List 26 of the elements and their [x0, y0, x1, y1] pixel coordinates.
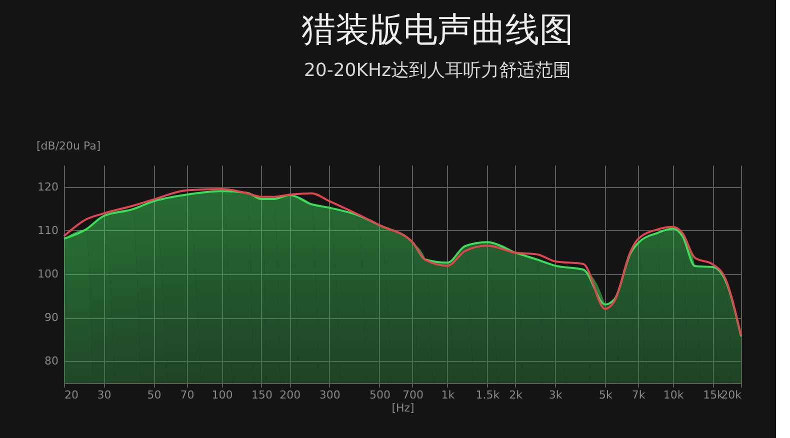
y-tick-label: 100	[38, 268, 58, 280]
y-tick-label: 110	[38, 224, 58, 237]
x-tick-label: 150	[251, 388, 272, 402]
x-tick-label: 200	[280, 388, 301, 402]
x-tick-label: 50	[147, 388, 162, 402]
chart-title: 猎装版电声曲线图	[302, 10, 574, 50]
x-tick-label: 500	[369, 388, 390, 402]
y-axis-title: [dB/20u Pa]	[36, 140, 101, 152]
x-tick-label: 1.5k	[476, 388, 500, 402]
x-tick-label: 30	[97, 388, 112, 402]
x-tick-label: 3k	[548, 388, 563, 402]
x-axis-title: [Hz]	[392, 402, 414, 414]
x-tick-label: 70	[180, 388, 194, 402]
x-tick-label: 10k	[663, 388, 684, 402]
x-tick-label: 7k	[632, 388, 646, 402]
y-tick-label: 120	[38, 180, 58, 194]
x-tick-label: 2k	[509, 388, 524, 402]
x-tick-label: 100	[212, 388, 233, 402]
x-tick-label: 700	[402, 388, 424, 402]
y-tick-label: 90	[44, 311, 58, 324]
x-tick-label: 5k	[598, 388, 613, 402]
y-tick-label: 80	[44, 354, 58, 368]
chart-subtitle: 20-20KHz达到人耳听力舒适范围	[304, 60, 572, 81]
x-tick-label: 1k	[441, 388, 456, 402]
x-tick-label: 300	[319, 388, 340, 402]
x-tick-label: 20	[64, 388, 78, 402]
